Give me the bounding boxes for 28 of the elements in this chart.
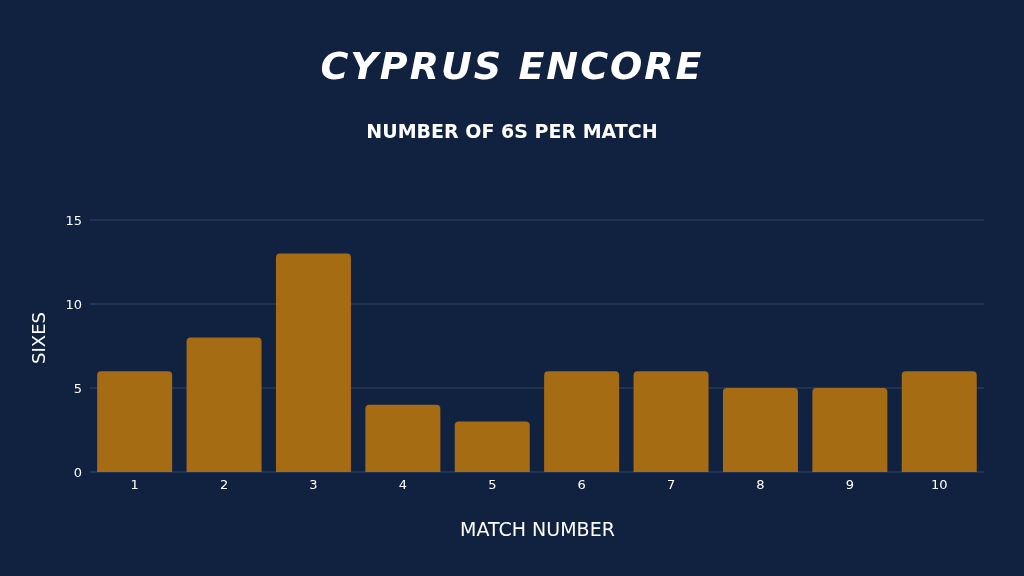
x-tick-label: 9 bbox=[845, 477, 855, 493]
bar bbox=[186, 337, 262, 472]
bar bbox=[544, 371, 620, 472]
x-tick-label: 2 bbox=[219, 477, 229, 493]
bar bbox=[633, 371, 709, 472]
y-tick-label: 10 bbox=[65, 296, 82, 312]
bar bbox=[901, 371, 977, 472]
y-tick-label: 0 bbox=[73, 464, 82, 480]
bar bbox=[812, 388, 888, 472]
y-axis-title: SIXES bbox=[27, 312, 49, 364]
bar bbox=[722, 388, 798, 472]
x-axis-title: MATCH NUMBER bbox=[459, 518, 616, 540]
bar bbox=[454, 421, 530, 472]
x-tick-label: 1 bbox=[130, 477, 139, 493]
x-tick-label: 3 bbox=[309, 477, 318, 493]
x-tick-label: 8 bbox=[756, 477, 765, 493]
x-tick-label: 10 bbox=[931, 477, 948, 493]
x-tick-label: 6 bbox=[577, 477, 586, 493]
x-tick-label: 5 bbox=[488, 477, 497, 493]
bar bbox=[365, 404, 441, 472]
x-tick-label: 4 bbox=[398, 477, 408, 493]
chart-subtitle: NUMBER OF 6S PER MATCH bbox=[365, 120, 659, 142]
bar bbox=[275, 253, 351, 472]
y-tick-label: 15 bbox=[65, 212, 82, 228]
x-tick-label: 7 bbox=[666, 477, 676, 493]
chart-title: CYPRUS ENCORE bbox=[319, 44, 705, 88]
bar bbox=[97, 371, 173, 472]
y-tick-label: 5 bbox=[73, 380, 82, 396]
